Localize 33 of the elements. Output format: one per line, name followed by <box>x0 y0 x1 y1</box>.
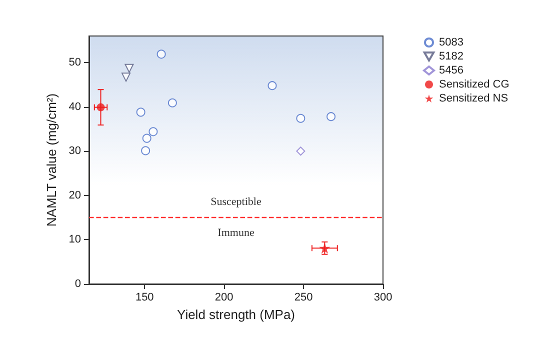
point <box>296 114 306 123</box>
legend-label: 5182 <box>439 50 464 62</box>
x-tick-label: 150 <box>135 292 154 304</box>
point <box>122 72 131 82</box>
point <box>168 98 177 108</box>
point <box>96 103 105 112</box>
x-tick-label: 250 <box>294 292 313 304</box>
point <box>156 50 166 59</box>
legend-label: Sensitized CG <box>439 78 510 90</box>
x-tick-label: 200 <box>214 292 234 304</box>
point <box>142 134 152 143</box>
y-tick-label: 50 <box>68 56 81 69</box>
point <box>124 64 134 73</box>
y-tick-label: 20 <box>68 189 81 202</box>
legend-label: 5083 <box>439 36 464 48</box>
annotation: Susceptible <box>210 196 262 208</box>
y-axis-title: NAMLT value (mg/cm²) <box>44 93 59 227</box>
legend-label: Sensitized NS <box>439 92 508 104</box>
point <box>141 146 150 156</box>
point <box>326 112 336 122</box>
annotation: Immune <box>218 227 254 240</box>
point <box>319 242 330 254</box>
point <box>296 146 306 156</box>
legend-label: 5456 <box>439 64 464 76</box>
y-tick-label: 40 <box>68 100 81 113</box>
y-tick-label: 10 <box>68 234 81 246</box>
y-tick-label: 0 <box>74 278 81 290</box>
point <box>268 81 277 90</box>
x-axis-title: Yield strength (MPa) <box>176 307 296 322</box>
point <box>148 127 158 136</box>
x-tick-label: 300 <box>374 292 392 304</box>
y-tick-label: 30 <box>68 145 81 158</box>
point <box>136 108 146 117</box>
